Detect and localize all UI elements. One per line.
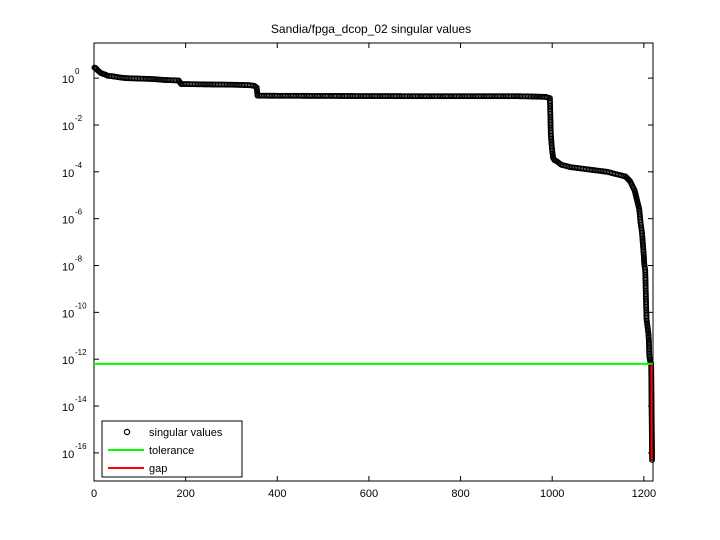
reference-lines <box>94 362 653 460</box>
plot-area <box>93 42 654 482</box>
y-tick-label-exponent: -2 <box>75 114 83 123</box>
legend-marker-circle <box>123 428 131 436</box>
x-tick-label: 800 <box>451 488 469 500</box>
x-tick-label: 200 <box>176 488 194 500</box>
x-tick-label: 0 <box>91 488 97 500</box>
y-tick-label-exponent: -12 <box>75 348 87 357</box>
x-axis: 0 200 400 600 800 1000 1200 <box>91 43 656 500</box>
legend-label: tolerance <box>149 445 194 457</box>
y-tick-label-exponent: -16 <box>75 442 87 451</box>
legend-label: gap <box>149 463 167 475</box>
y-tick-label-base: 10 <box>62 449 74 461</box>
x-tick-label: 1200 <box>632 488 656 500</box>
chart-title: Sandia/fpga_dcop_02 singular values <box>271 22 471 36</box>
y-tick-label-base: 10 <box>62 121 74 133</box>
y-tick-label-base: 10 <box>62 308 74 320</box>
singular-values-series <box>91 64 656 463</box>
x-tick-label: 600 <box>360 488 378 500</box>
y-tick-label-exponent: 0 <box>75 67 80 76</box>
y-tick-label-base: 10 <box>62 402 74 414</box>
y-tick-label-base: 10 <box>62 262 74 274</box>
y-tick-label-exponent: -14 <box>75 395 87 404</box>
y-tick-label-base: 10 <box>62 355 74 367</box>
y-tick-label-exponent: -4 <box>75 161 83 170</box>
plot-frame <box>93 42 654 482</box>
y-tick-label-exponent: -10 <box>75 301 87 310</box>
y-tick-label-base: 10 <box>62 215 74 227</box>
x-tick-label: 400 <box>268 488 286 500</box>
y-tick-label-base: 10 <box>62 74 74 86</box>
legend: singular values tolerance gap <box>101 420 243 478</box>
legend-label: singular values <box>149 427 223 439</box>
y-tick-label-exponent: -6 <box>75 208 83 217</box>
y-tick-label-exponent: -8 <box>75 255 83 264</box>
x-tick-label: 1000 <box>540 488 564 500</box>
y-tick-label-base: 10 <box>62 168 74 180</box>
